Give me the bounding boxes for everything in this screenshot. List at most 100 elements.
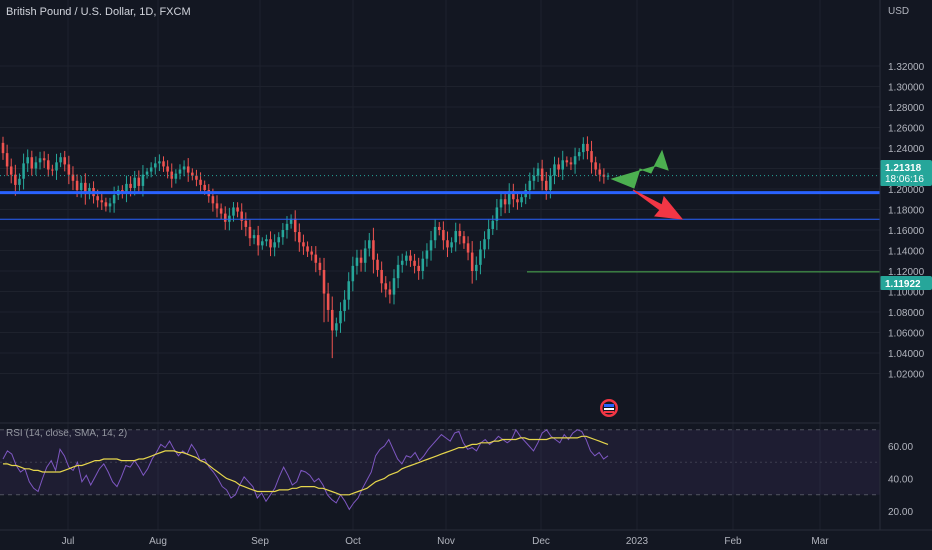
up-arrow[interactable] xyxy=(610,149,669,189)
price-tick-label: 1.30000 xyxy=(888,83,925,94)
candle xyxy=(582,143,585,153)
candle xyxy=(594,162,597,170)
candle xyxy=(322,269,326,294)
rsi-guides xyxy=(0,429,880,496)
candle xyxy=(532,175,536,181)
candle xyxy=(487,228,490,240)
candle xyxy=(409,255,412,261)
currency-label: USD xyxy=(888,6,909,17)
candle xyxy=(215,203,219,209)
candle xyxy=(112,195,116,204)
level-price-label: 1.11922 xyxy=(885,279,921,290)
price-tick-label: 1.32000 xyxy=(888,62,925,73)
candle xyxy=(51,169,54,171)
us-flag-event-icon[interactable] xyxy=(600,399,618,417)
candle xyxy=(335,323,338,331)
candle xyxy=(569,162,573,165)
candle xyxy=(372,240,375,260)
candle xyxy=(96,196,99,201)
candle xyxy=(429,240,433,251)
candle xyxy=(248,226,252,239)
candle xyxy=(79,182,83,191)
price-tick-label: 1.20000 xyxy=(888,185,925,196)
candle xyxy=(9,166,13,175)
chart-grid xyxy=(0,0,880,530)
candle xyxy=(326,293,330,310)
time-tick-label: Feb xyxy=(724,536,742,547)
candle xyxy=(125,183,128,194)
candle xyxy=(261,241,264,246)
candle xyxy=(236,207,239,212)
down-arrow[interactable] xyxy=(632,189,684,220)
candle xyxy=(26,157,29,164)
countdown-label: 18:06:16 xyxy=(885,174,924,185)
rsi-tick-label: 60.00 xyxy=(888,442,913,453)
candle xyxy=(75,180,79,191)
candle xyxy=(219,208,223,214)
candle xyxy=(149,167,153,172)
candle xyxy=(71,174,75,181)
candle xyxy=(544,180,548,191)
candle xyxy=(396,264,400,279)
candle xyxy=(586,143,589,152)
candle xyxy=(475,264,478,271)
candle xyxy=(598,169,602,175)
candle xyxy=(158,161,161,164)
candle xyxy=(228,215,231,222)
candle xyxy=(34,162,38,169)
candle xyxy=(363,248,367,263)
candle xyxy=(388,289,392,295)
candle xyxy=(376,259,379,270)
projection-arrows[interactable] xyxy=(610,149,684,220)
candle xyxy=(178,169,182,174)
candle xyxy=(433,226,437,241)
candle xyxy=(318,262,322,270)
candles xyxy=(0,136,880,359)
candle xyxy=(38,158,42,163)
time-tick-label: Aug xyxy=(149,536,167,547)
candle xyxy=(421,258,425,271)
candle xyxy=(223,213,227,222)
candle xyxy=(495,207,499,221)
current-price-label: 1.21318 xyxy=(885,163,922,174)
candle xyxy=(244,220,248,227)
candle xyxy=(232,207,235,216)
candle xyxy=(503,199,507,205)
candle xyxy=(22,163,25,179)
time-tick-label: Sep xyxy=(251,536,269,547)
candle xyxy=(355,257,359,266)
candle xyxy=(380,269,383,284)
candle xyxy=(425,250,429,259)
candle xyxy=(347,281,350,300)
candle xyxy=(413,260,416,266)
candle xyxy=(606,175,610,177)
candle xyxy=(199,179,202,185)
candle xyxy=(162,161,165,167)
candle xyxy=(30,157,34,169)
time-tick-label: Nov xyxy=(437,536,455,547)
rsi-band xyxy=(0,429,880,495)
candle xyxy=(302,242,305,247)
candle xyxy=(281,230,285,238)
candle xyxy=(368,240,371,249)
candle xyxy=(277,237,281,243)
candle xyxy=(100,200,104,203)
candle xyxy=(330,309,334,331)
horizontal-lines[interactable] xyxy=(0,191,880,273)
candle xyxy=(405,255,408,261)
candle xyxy=(310,251,313,255)
current-price-tag: 1.21318 18:06:16 xyxy=(880,160,932,186)
candle xyxy=(129,183,132,188)
candle xyxy=(359,257,363,263)
time-tick-label: 2023 xyxy=(626,536,649,547)
candle xyxy=(450,242,453,248)
price-tick-label: 1.28000 xyxy=(888,103,925,114)
candle xyxy=(602,174,606,177)
candle xyxy=(88,187,91,195)
candle xyxy=(470,252,474,271)
price-tick-label: 1.14000 xyxy=(888,247,925,258)
time-tick-label: Jul xyxy=(62,536,75,547)
